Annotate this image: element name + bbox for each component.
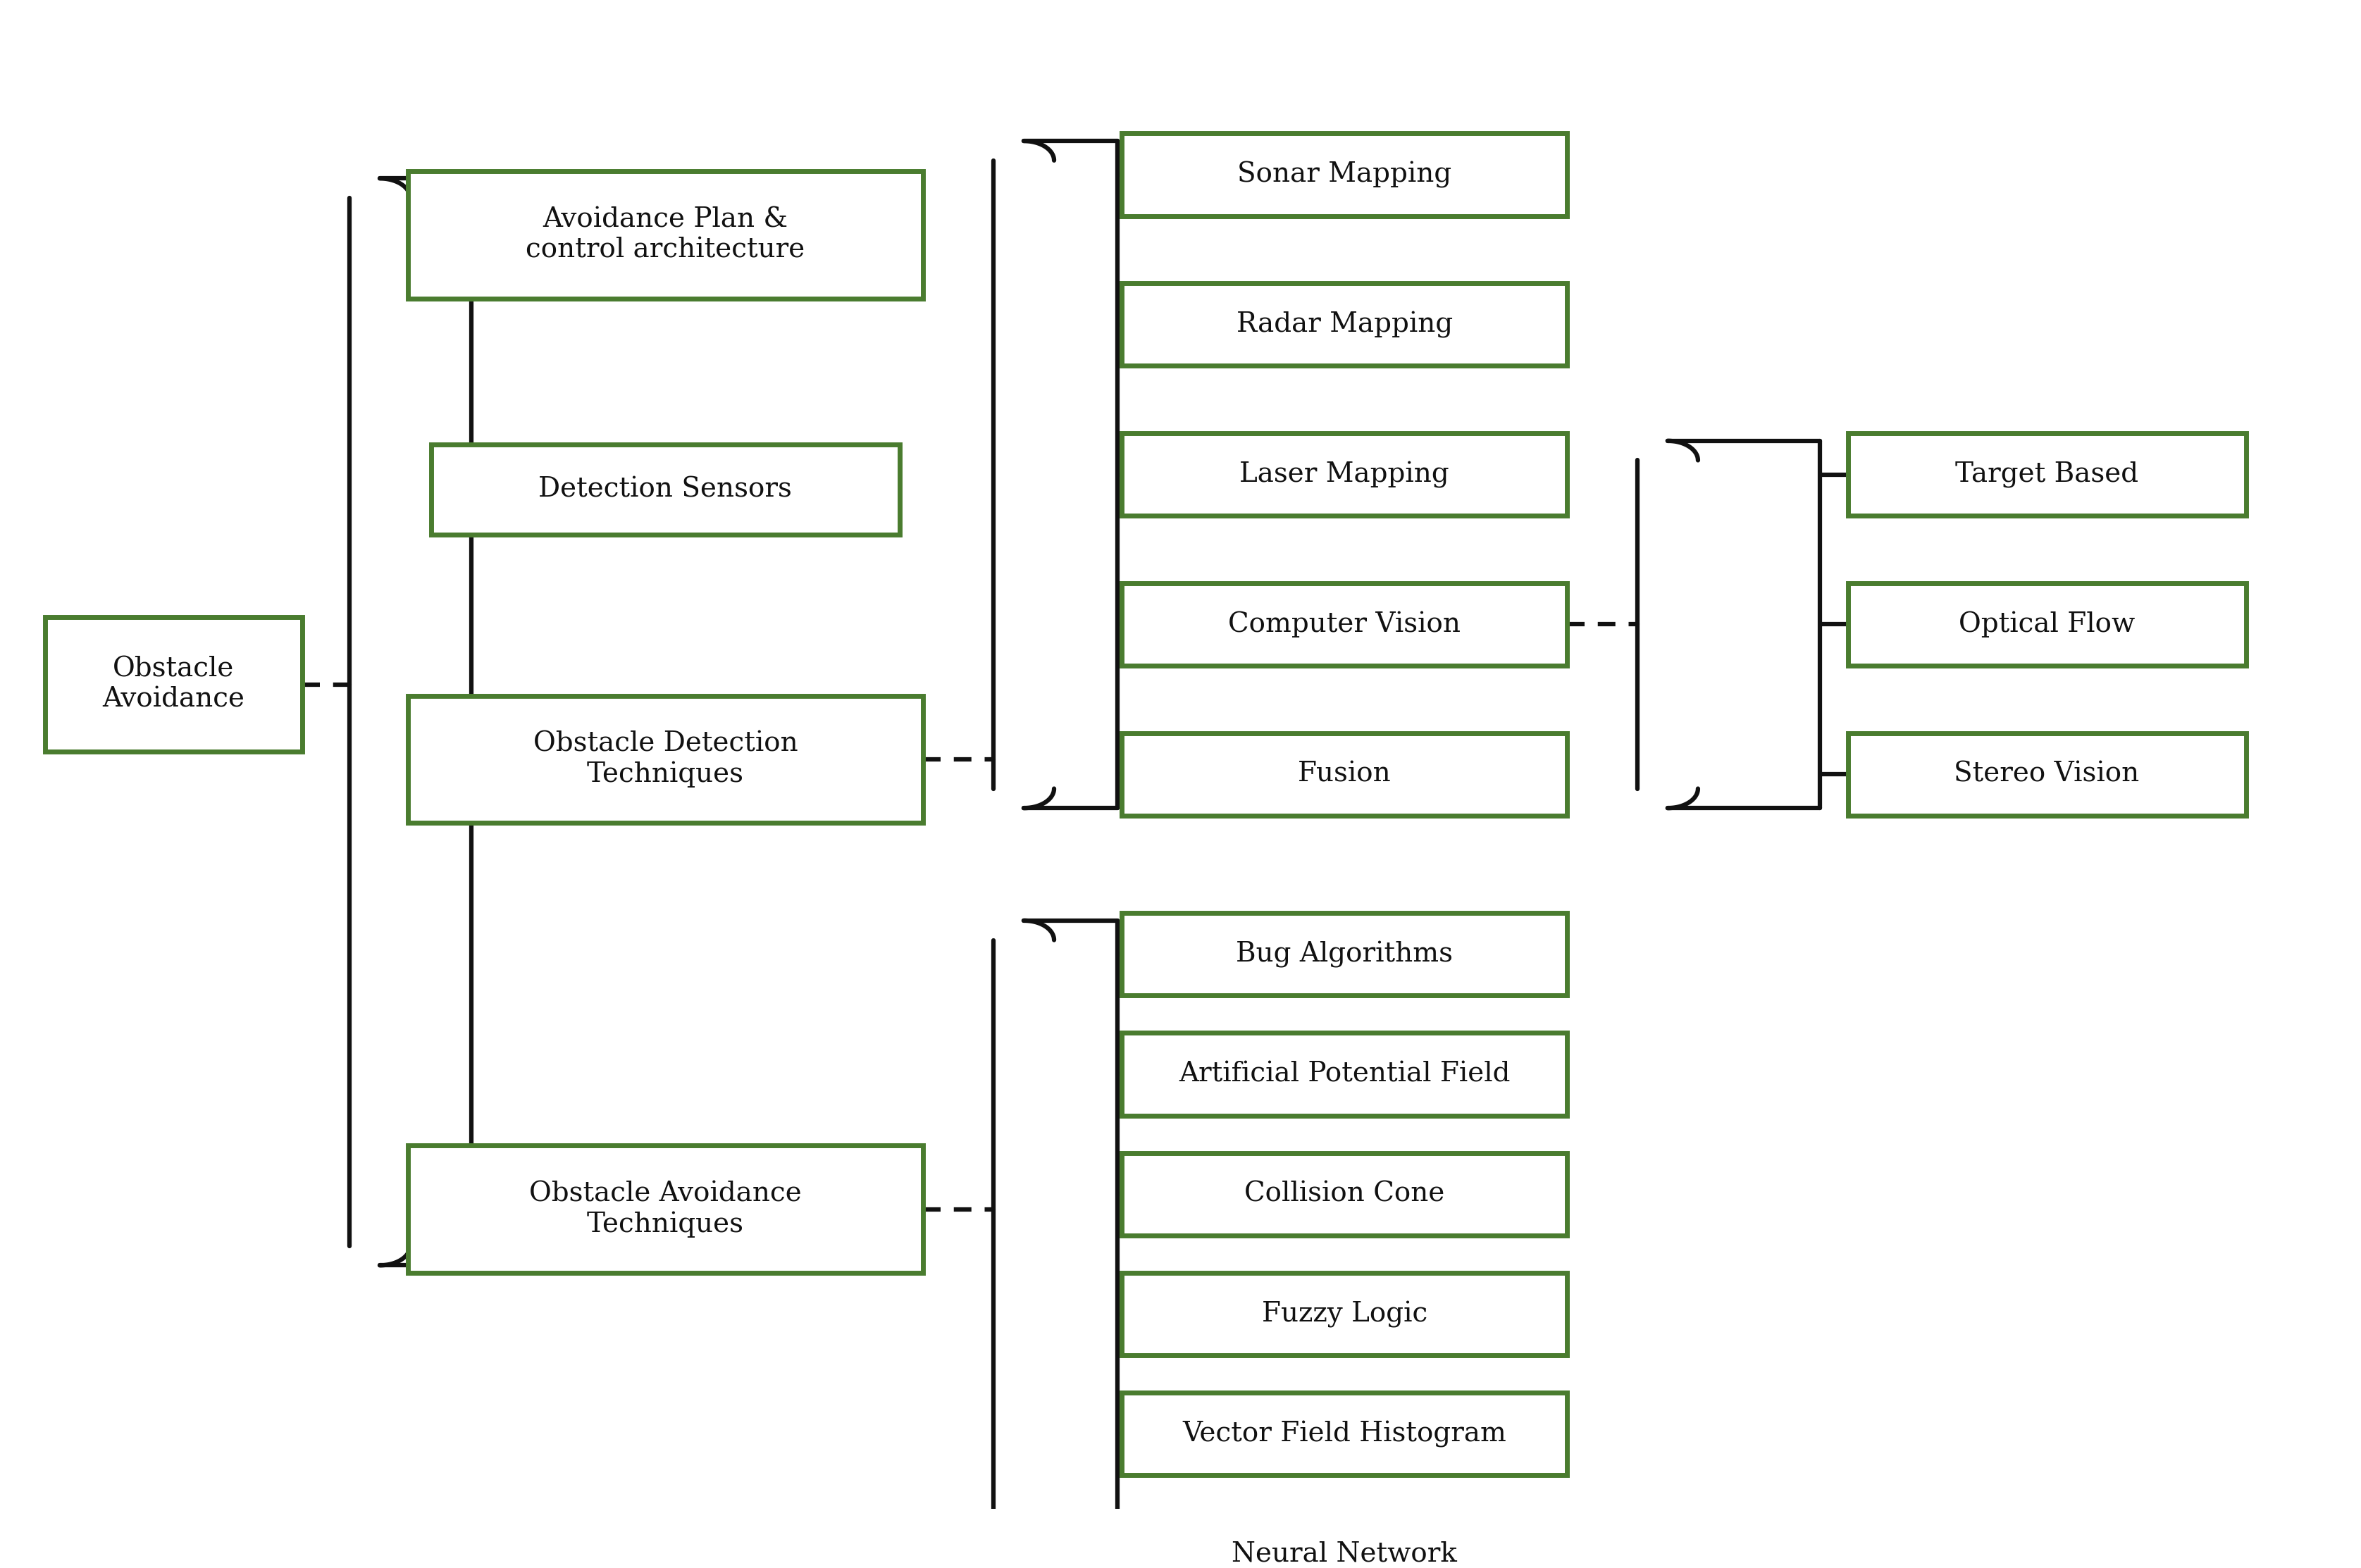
FancyBboxPatch shape xyxy=(432,445,900,535)
FancyBboxPatch shape xyxy=(1121,1392,1568,1475)
FancyBboxPatch shape xyxy=(1121,284,1568,365)
FancyBboxPatch shape xyxy=(1121,734,1568,815)
Text: Neural Network: Neural Network xyxy=(1232,1541,1457,1566)
FancyBboxPatch shape xyxy=(1121,583,1568,666)
Text: Vector Field Histogram: Vector Field Histogram xyxy=(1183,1421,1506,1447)
Text: Fusion: Fusion xyxy=(1299,762,1391,787)
Text: Artificial Potential Field: Artificial Potential Field xyxy=(1178,1062,1511,1087)
FancyBboxPatch shape xyxy=(408,171,923,298)
Text: Obstacle
Avoidance: Obstacle Avoidance xyxy=(102,657,246,712)
Text: Fuzzy Logic: Fuzzy Logic xyxy=(1261,1301,1428,1328)
Text: Sonar Mapping: Sonar Mapping xyxy=(1237,162,1452,188)
FancyBboxPatch shape xyxy=(1121,1033,1568,1115)
FancyBboxPatch shape xyxy=(1121,433,1568,516)
Text: Avoidance Plan &
control architecture: Avoidance Plan & control architecture xyxy=(527,207,805,263)
Text: Obstacle Detection
Techniques: Obstacle Detection Techniques xyxy=(534,731,798,787)
Text: Optical Flow: Optical Flow xyxy=(1960,612,2134,638)
FancyBboxPatch shape xyxy=(45,616,302,753)
Text: Collision Cone: Collision Cone xyxy=(1244,1181,1445,1207)
Text: Target Based: Target Based xyxy=(1955,461,2139,488)
FancyBboxPatch shape xyxy=(1121,1513,1568,1568)
Text: Bug Algorithms: Bug Algorithms xyxy=(1235,941,1452,967)
Text: Laser Mapping: Laser Mapping xyxy=(1240,461,1450,488)
FancyBboxPatch shape xyxy=(1121,1152,1568,1236)
Text: Radar Mapping: Radar Mapping xyxy=(1237,310,1452,339)
FancyBboxPatch shape xyxy=(1849,433,2245,516)
FancyBboxPatch shape xyxy=(1121,133,1568,216)
Text: Computer Vision: Computer Vision xyxy=(1228,612,1461,638)
FancyBboxPatch shape xyxy=(1849,583,2245,666)
FancyBboxPatch shape xyxy=(1849,734,2245,815)
Text: Obstacle Avoidance
Techniques: Obstacle Avoidance Techniques xyxy=(529,1181,803,1237)
FancyBboxPatch shape xyxy=(408,696,923,823)
FancyBboxPatch shape xyxy=(1121,1273,1568,1355)
FancyBboxPatch shape xyxy=(1121,913,1568,996)
FancyBboxPatch shape xyxy=(408,1145,923,1273)
Text: Stereo Vision: Stereo Vision xyxy=(1955,762,2139,787)
Text: Detection Sensors: Detection Sensors xyxy=(538,477,793,503)
